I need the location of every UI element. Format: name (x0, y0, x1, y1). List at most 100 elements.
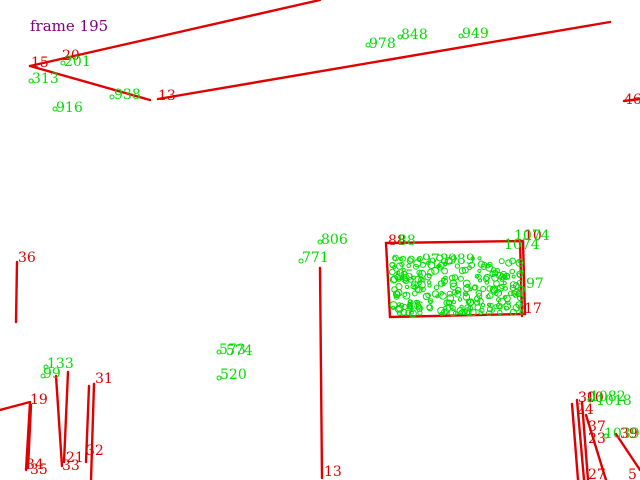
feature-point (463, 292, 468, 297)
feature-point (431, 267, 440, 275)
feature-point (443, 262, 448, 267)
feature-point (513, 293, 518, 298)
feature-point (392, 254, 399, 262)
feature-point (488, 302, 494, 309)
feature-label: 771 (302, 250, 329, 266)
feature-point (43, 364, 49, 370)
feature-point (519, 310, 524, 315)
feature-label: 95 (396, 268, 414, 284)
feature-point (496, 297, 502, 303)
feature-point (420, 286, 426, 293)
feature-point (406, 263, 412, 269)
feature-point (449, 305, 456, 312)
feature-label: 520 (220, 367, 247, 383)
feature-point (505, 259, 513, 267)
feature-label: 313 (32, 71, 59, 87)
track-line (24, 401, 32, 472)
tracked-object-box (384, 239, 527, 319)
feature-label: 573 (219, 342, 246, 358)
feature-point (416, 256, 423, 263)
track-label: 35 (30, 462, 48, 478)
track-line (584, 413, 608, 480)
feature-point (448, 308, 457, 317)
feature-point (489, 270, 496, 277)
feature-label: 806 (321, 232, 348, 248)
feature-point (415, 300, 421, 306)
feature-point (397, 34, 403, 40)
track-label: 34 (26, 457, 44, 473)
feature-label: 97 (526, 276, 544, 292)
track-label: 37 (588, 419, 606, 435)
feature-label: 989 (448, 252, 475, 268)
track-line (570, 402, 580, 480)
feature-point (474, 304, 482, 311)
feature-label: 916 (56, 100, 83, 116)
feature-point (444, 257, 453, 265)
feature-point (467, 298, 475, 306)
feature-point (446, 294, 455, 302)
feature-point (498, 258, 505, 265)
feature-point (456, 307, 464, 315)
feature-point (401, 303, 408, 310)
feature-point (399, 261, 405, 267)
feature-point (509, 268, 516, 275)
feature-point (441, 282, 446, 287)
feature-point (439, 292, 447, 300)
red-labels: 15 20 13 46 36 31 19 34 35 21 33 32 13 3… (18, 48, 640, 480)
feature-point (462, 279, 471, 288)
feature-point (422, 292, 431, 301)
track-label: 46 (624, 92, 640, 108)
track-line (26, 403, 33, 470)
feature-point (406, 257, 414, 265)
feature-point (485, 294, 491, 300)
feature-point (479, 307, 485, 313)
feature-point (391, 286, 398, 293)
green-feature-points (28, 33, 609, 439)
feature-point (395, 262, 404, 270)
feature-point (398, 256, 403, 261)
feature-point (407, 255, 415, 263)
feature-point (428, 300, 433, 305)
feature-label: 1074 (514, 228, 550, 244)
feature-point (511, 274, 516, 279)
feature-point (509, 284, 517, 292)
track-label: 24 (576, 402, 594, 418)
green-labels: 201 313 916 938 978 848 949 806 771 88 1… (32, 26, 640, 442)
track-line (54, 374, 64, 468)
feature-point (512, 304, 520, 312)
feature-point (427, 283, 432, 288)
track-line (614, 432, 640, 472)
feature-point (477, 260, 485, 268)
feature-point (490, 286, 499, 294)
track-label: 5 (628, 467, 637, 480)
track-line (84, 384, 91, 464)
feature-point (482, 275, 490, 283)
track-line (28, 0, 322, 68)
feature-point (486, 310, 492, 317)
feature-point (465, 310, 472, 317)
feature-point (485, 263, 491, 269)
frame-label: frame 195 (30, 17, 108, 35)
feature-point (435, 294, 440, 299)
feature-point (418, 269, 427, 278)
feature-point (462, 293, 471, 301)
feature-point (417, 305, 423, 310)
feature-point (603, 433, 609, 439)
feature-point (477, 256, 482, 261)
feature-label: 574 (226, 343, 253, 359)
feature-point (470, 256, 475, 261)
feature-point (436, 254, 444, 262)
feature-point (457, 297, 463, 302)
feature-point (480, 286, 487, 292)
feature-point (464, 304, 471, 311)
track-label: 10 (524, 228, 542, 244)
feature-point (389, 262, 396, 269)
feature-point (40, 373, 46, 379)
track-label: 33 (62, 458, 80, 474)
feature-point (416, 269, 423, 276)
feature-point (502, 295, 507, 300)
feature-point (433, 284, 440, 291)
feature-point (394, 305, 402, 313)
feature-point (478, 278, 482, 283)
